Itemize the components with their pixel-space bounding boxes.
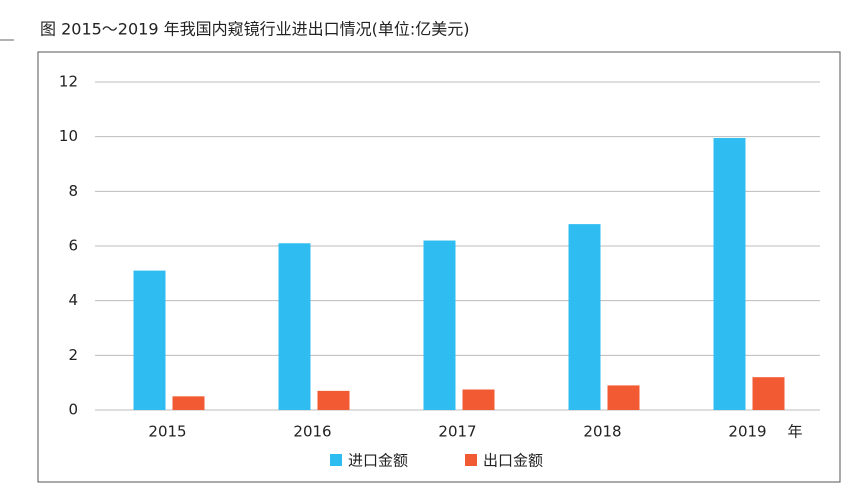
- legend-label: 进口金额: [348, 452, 408, 470]
- bar: [462, 389, 495, 410]
- chart-frame: [37, 51, 841, 483]
- bar: [172, 396, 205, 410]
- x-tick-label: 2017: [438, 423, 476, 441]
- x-tick-label: 2018: [583, 423, 621, 441]
- chart-title: 图 2015～2019 年我国内窥镜行业进出口情况(单位:亿美元): [40, 20, 470, 39]
- x-axis-label: 年: [787, 423, 802, 441]
- y-tick-label: 6: [68, 237, 78, 255]
- x-tick-label: 2019: [728, 423, 766, 441]
- bar: [317, 390, 350, 410]
- bar: [568, 224, 601, 410]
- y-tick-label: 0: [68, 401, 78, 419]
- y-tick-label: 8: [68, 182, 78, 200]
- y-tick-label: 4: [68, 291, 78, 309]
- bar: [713, 138, 746, 411]
- legend-swatch: [330, 454, 342, 466]
- y-tick-label: 2: [68, 346, 78, 364]
- bar: [607, 385, 640, 410]
- bar: [752, 377, 785, 410]
- bar: [423, 240, 456, 410]
- y-tick-label: 10: [59, 127, 78, 145]
- bar: [278, 243, 311, 410]
- bar: [133, 270, 166, 410]
- x-tick-label: 2016: [293, 423, 331, 441]
- legend-swatch: [465, 454, 477, 466]
- legend-label: 出口金额: [483, 452, 543, 470]
- x-tick-label: 2015: [148, 423, 186, 441]
- y-tick-label: 12: [59, 73, 78, 91]
